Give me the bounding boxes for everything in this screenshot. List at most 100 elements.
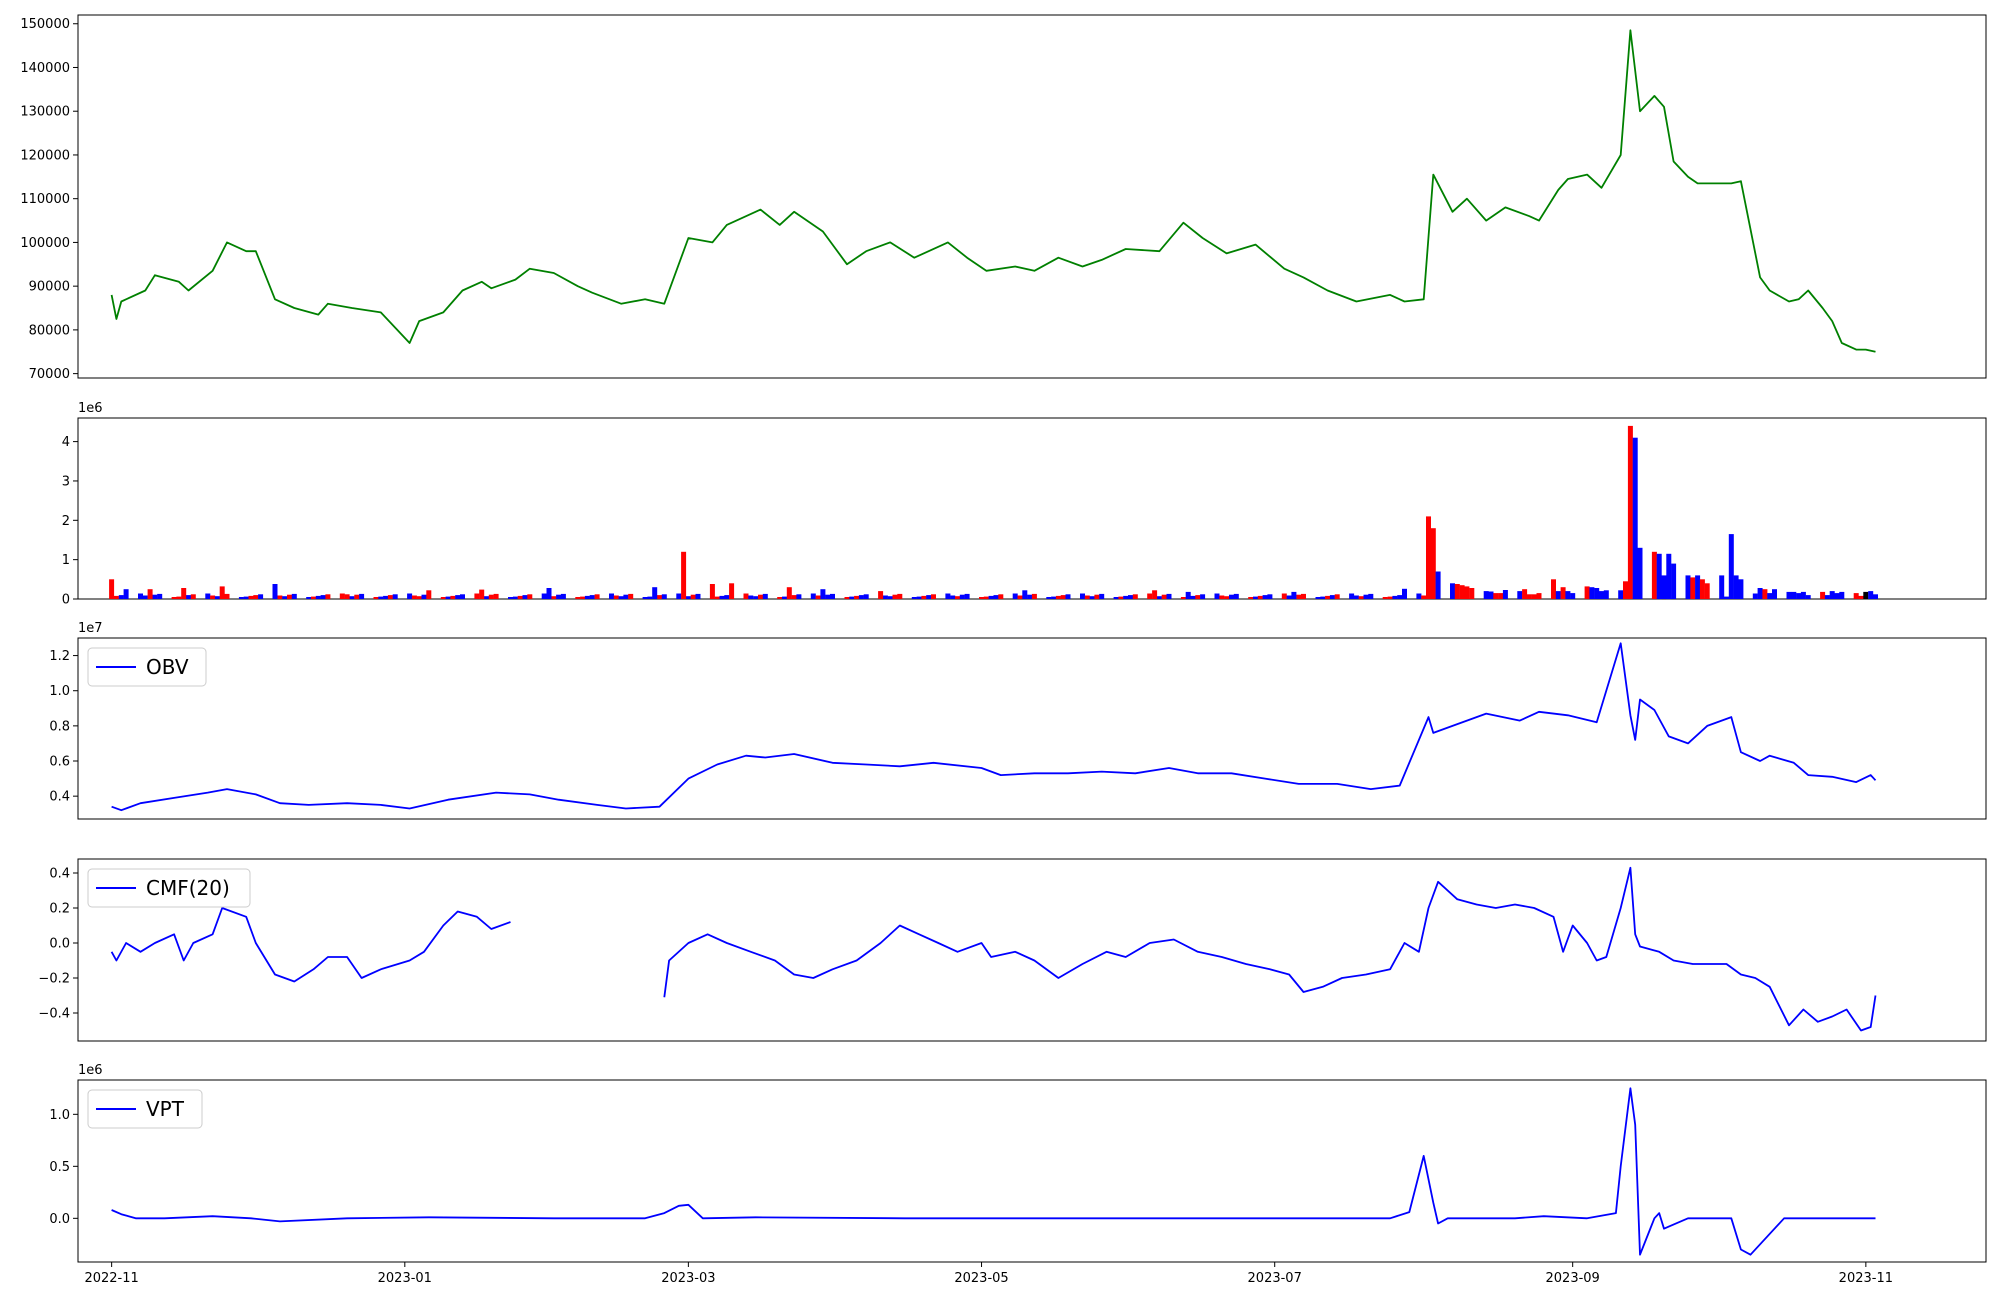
volume-bar	[791, 595, 797, 599]
y-tick-label: 0.4	[49, 867, 70, 882]
volume-bar	[575, 597, 581, 599]
volume-bar	[1046, 597, 1052, 599]
volume-bar	[983, 596, 989, 599]
volume-bar	[830, 593, 835, 599]
y-tick-label: 130000	[20, 105, 70, 120]
volume-bar	[1555, 591, 1561, 599]
volume-bar	[1767, 593, 1773, 599]
volume-bar	[854, 595, 860, 599]
volume-bar	[450, 595, 456, 599]
volume-bar	[1430, 528, 1436, 599]
volume-bar	[560, 593, 566, 599]
plot-area	[77, 14, 1987, 379]
volume-bar	[248, 595, 254, 599]
volume-bar	[421, 594, 427, 599]
volume-bar	[1248, 597, 1254, 599]
volume-bar	[1387, 596, 1393, 599]
y-tick-label: 90000	[29, 280, 70, 295]
volume-bar	[527, 594, 533, 599]
volume-bar	[1560, 587, 1566, 599]
volume-bar	[1253, 596, 1258, 599]
x-tick-label: 2023-05	[954, 1271, 1008, 1286]
volume-bar	[1786, 591, 1792, 599]
y-tick-label: 0.0	[49, 937, 70, 952]
volume-bar	[1219, 595, 1225, 599]
volume-bar	[1152, 590, 1158, 599]
volume-bar	[416, 596, 422, 599]
volume-bar	[205, 593, 211, 599]
x-tick-label: 2023-11	[1839, 1271, 1893, 1286]
volume-bar	[1353, 595, 1359, 599]
volume-bar	[762, 593, 768, 599]
y-tick-label: 0	[62, 593, 70, 608]
volume-bar	[709, 584, 715, 599]
volume-bar	[589, 595, 595, 599]
volume-bar	[1363, 594, 1369, 599]
volume-bar	[580, 596, 586, 599]
volume-bar	[1839, 591, 1845, 599]
volume-bar	[277, 595, 283, 599]
volume-bar	[272, 584, 278, 599]
volume-bar	[1632, 437, 1638, 599]
volume-bar	[1281, 593, 1287, 599]
volume-bar	[945, 593, 951, 599]
volume-bar	[186, 595, 191, 599]
volume-bar	[238, 597, 244, 599]
y-tick-label: 120000	[20, 148, 70, 163]
volume-bar	[426, 590, 432, 599]
legend-label: VPT	[146, 1097, 185, 1121]
volume-bar	[258, 594, 264, 599]
volume-bar	[1522, 589, 1528, 599]
y-tick-label: 150000	[20, 17, 70, 32]
volume-bar	[1666, 553, 1672, 600]
volume-bar	[1055, 595, 1061, 599]
volume-bar	[479, 589, 485, 599]
plot-area	[77, 858, 1987, 1042]
volume-bar	[282, 596, 288, 599]
x-axis: 2022-11 2023-01 2023-03 2023-05 2023-07 2023-…	[84, 1262, 1893, 1286]
volume-bar	[955, 596, 960, 599]
x-tick-label: 2023-01	[378, 1271, 432, 1286]
volume-bar	[1829, 591, 1835, 599]
series-line-obv-0	[111, 642, 1877, 812]
volume-bar	[858, 595, 864, 599]
volume-bar	[1123, 595, 1129, 599]
volume-bar	[1536, 593, 1542, 599]
volume-bar	[1257, 595, 1263, 599]
volume-bar	[844, 597, 850, 599]
volume-bar	[1685, 575, 1691, 599]
y-tick-label: −0.2	[38, 972, 70, 987]
y-tick-label: −0.4	[38, 1007, 70, 1022]
volume-bar	[613, 595, 619, 599]
volume-bar	[1565, 591, 1571, 599]
volume-bar	[383, 595, 389, 599]
volume-bar	[1099, 593, 1105, 599]
legend-box	[87, 647, 207, 687]
volume-bar	[1824, 595, 1830, 599]
y-tick-label: 0.6	[49, 755, 70, 770]
legend-label: CMF(20)	[146, 876, 230, 900]
volume-bar	[743, 593, 749, 599]
volume-bar	[1334, 594, 1340, 599]
volume-bar	[517, 595, 523, 599]
y-tick-label: 1	[62, 553, 70, 568]
volume-bar	[359, 593, 365, 599]
volume-bar	[642, 597, 648, 599]
volume-bar	[214, 596, 220, 599]
volume-bar	[815, 595, 821, 599]
volume-bar	[1868, 591, 1874, 599]
volume-bar	[287, 594, 292, 599]
volume-bar	[1012, 593, 1018, 599]
y-tick-label: 80000	[29, 323, 70, 338]
volume-bar	[1699, 579, 1705, 599]
volume-bar	[1464, 586, 1470, 599]
volume-bar	[392, 594, 398, 599]
volume-bar	[1488, 591, 1494, 599]
volume-bar	[1402, 588, 1407, 599]
volume-bar	[623, 594, 629, 599]
series-line-vpt-0	[111, 1087, 1876, 1256]
volume-bar	[541, 593, 547, 599]
plot-area	[77, 1079, 1987, 1263]
volume-bar	[373, 597, 379, 599]
